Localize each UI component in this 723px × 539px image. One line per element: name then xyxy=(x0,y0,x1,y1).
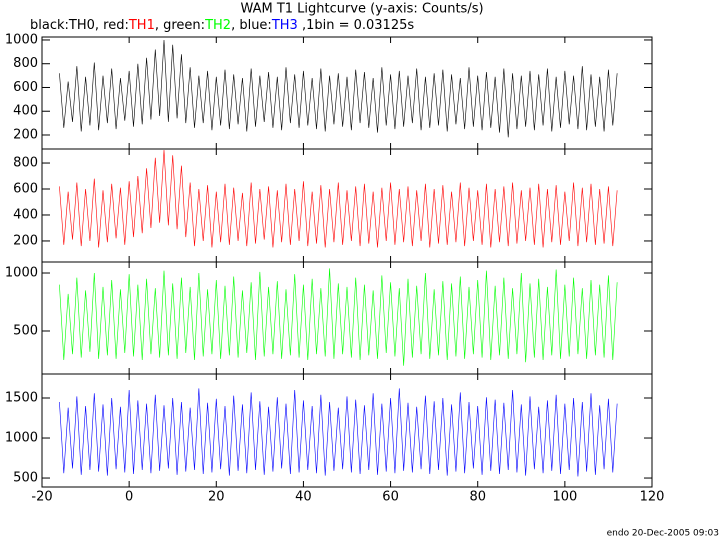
panel-frame xyxy=(41,36,653,150)
x-tick-label: -20 xyxy=(31,490,52,505)
y-tick-label: 200 xyxy=(13,127,38,142)
light-curve xyxy=(59,150,618,248)
panel-frame xyxy=(41,148,653,263)
legend-entry: TH2 xyxy=(204,18,231,33)
chart-title: WAM T1 Lightcurve (y-axis: Counts/s) xyxy=(240,2,483,17)
y-tick-label: 600 xyxy=(13,182,38,197)
panel-frame xyxy=(41,373,653,488)
x-tick-label: 120 xyxy=(640,490,665,505)
y-tick-label: 800 xyxy=(13,156,38,171)
legend-entry: TH3 xyxy=(271,18,298,33)
y-tick-label: 500 xyxy=(13,471,38,486)
light-curve xyxy=(59,268,618,366)
y-tick-label: 400 xyxy=(13,207,38,222)
y-tick-label: 400 xyxy=(13,104,38,119)
y-tick-label: 1500 xyxy=(5,391,38,406)
x-tick-label: 0 xyxy=(125,490,133,505)
x-tick-label: 100 xyxy=(552,490,577,505)
footer: endo 20-Dec-2005 09:03 xyxy=(607,529,719,539)
legend-entry: TH1 xyxy=(128,18,155,33)
x-tick-label: 20 xyxy=(208,490,225,505)
legend-entry: TH0 xyxy=(68,18,95,33)
subtitle-text: , red: xyxy=(95,18,129,33)
y-tick-label: 1000 xyxy=(5,266,38,281)
subtitle-text: ,1bin = 0.03125s xyxy=(298,18,415,33)
subtitle-text: , green: xyxy=(155,18,205,33)
y-tick-label: 800 xyxy=(13,56,38,71)
y-tick-label: 500 xyxy=(13,323,38,338)
y-tick-label: 1000 xyxy=(5,431,38,446)
light-curve xyxy=(59,39,618,138)
y-tick-label: 200 xyxy=(13,233,38,248)
chart-subtitle: black:TH0, red:TH1, green:TH2, blue:TH3 … xyxy=(30,18,414,33)
light-curve xyxy=(59,388,618,477)
subtitle-text: , blue: xyxy=(231,18,272,33)
y-tick-label: 1000 xyxy=(5,32,38,47)
subtitle-text: black: xyxy=(30,18,69,33)
y-tick-label: 600 xyxy=(13,80,38,95)
x-tick-label: 40 xyxy=(295,490,312,505)
x-tick-label: 60 xyxy=(382,490,399,505)
x-tick-label: 80 xyxy=(469,490,486,505)
